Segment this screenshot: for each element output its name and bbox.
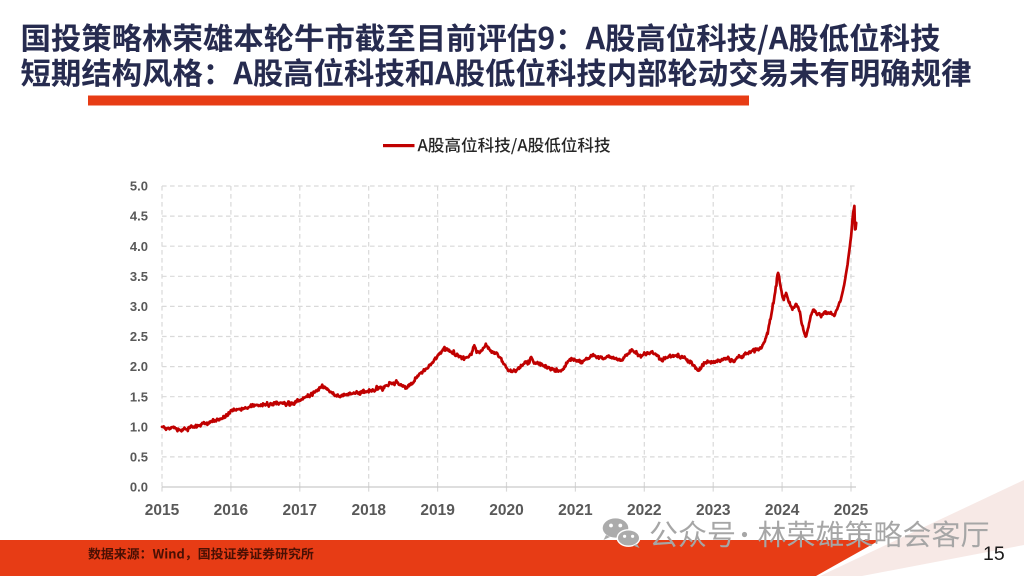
svg-text:3.5: 3.5 [130,269,148,284]
svg-text:2019: 2019 [420,502,455,519]
svg-text:5.0: 5.0 [130,179,148,194]
svg-text:2.5: 2.5 [130,329,148,344]
svg-text:2025: 2025 [834,502,869,519]
svg-text:2016: 2016 [214,502,249,519]
svg-text:2024: 2024 [765,502,800,519]
svg-text:1.5: 1.5 [130,389,148,404]
svg-text:2.0: 2.0 [130,359,148,374]
svg-text:0.0: 0.0 [130,480,148,495]
svg-text:4.5: 4.5 [130,209,148,224]
svg-text:15: 15 [983,543,1005,565]
svg-text:2023: 2023 [696,502,731,519]
svg-text:2015: 2015 [145,502,180,519]
svg-text:4.0: 4.0 [130,239,148,254]
svg-text:2020: 2020 [489,502,523,519]
svg-text:2022: 2022 [627,502,661,519]
svg-text:2017: 2017 [283,502,317,519]
svg-text:0.5: 0.5 [130,450,148,465]
svg-text:2018: 2018 [351,502,386,519]
svg-text:3.0: 3.0 [130,299,148,314]
svg-text:1.0: 1.0 [130,419,148,434]
svg-text:2021: 2021 [558,502,593,519]
